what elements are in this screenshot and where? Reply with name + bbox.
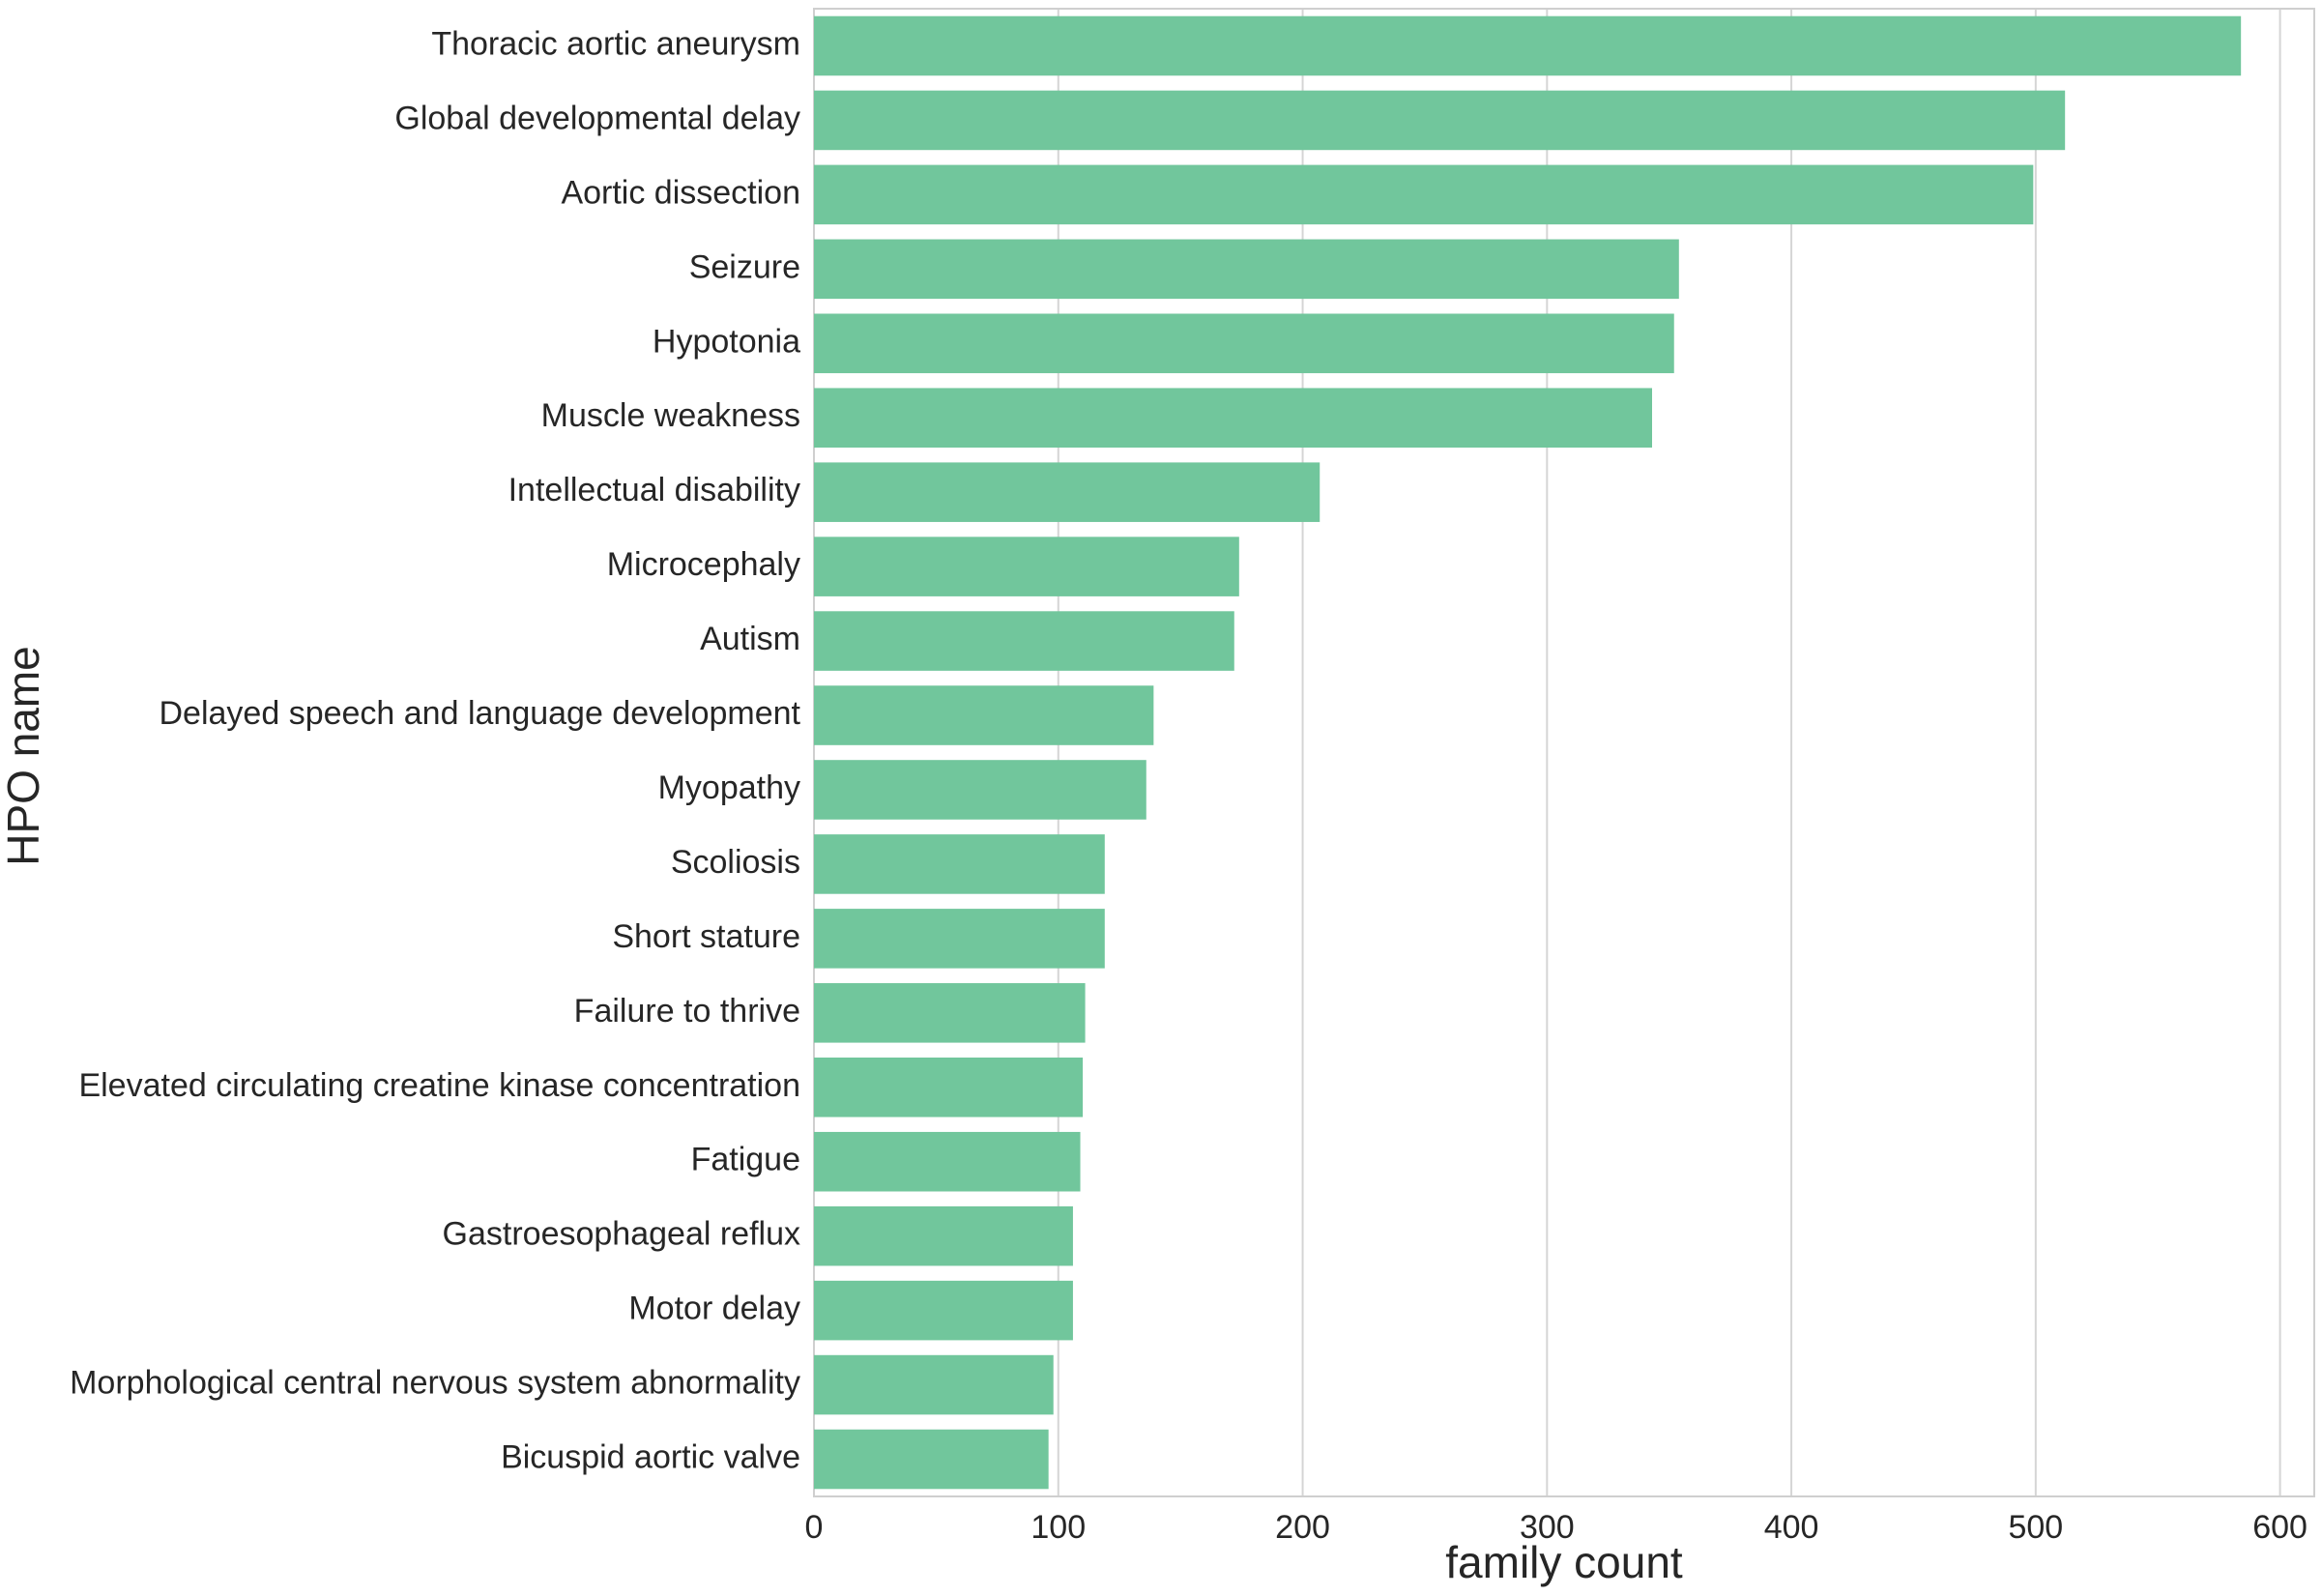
y-tick-label: Seizure [689,248,800,285]
bar [814,1131,1081,1192]
y-tick-label: Global developmental delay [394,100,800,136]
y-tick-label: Failure to thrive [574,993,800,1030]
y-tick-label: Short stature [612,918,800,955]
x-tick-label: 200 [1275,1509,1330,1546]
x-axis-label: family count [1445,1537,1683,1587]
bar [814,537,1239,596]
x-tick-label: 100 [1030,1509,1086,1546]
y-tick-label: Scoliosis [671,844,800,881]
y-tick-label: Autism [700,621,800,657]
y-tick-label: Intellectual disability [508,472,800,508]
y-tick-label: Thoracic aortic aneurysm [431,25,800,62]
y-axis-label: HPO name [0,646,48,866]
y-tick-label: Gastroesophageal reflux [443,1216,800,1253]
bar [814,239,1679,300]
bar [814,909,1105,969]
x-tick-label: 400 [1764,1509,1819,1546]
bar [814,760,1146,820]
bar [814,983,1086,1043]
bar [814,1429,1049,1490]
y-tick-label: Delayed speech and language development [160,695,801,732]
y-tick-label: Microcephaly [607,546,800,583]
bar [814,834,1105,894]
y-tick-label: Hypotonia [653,323,800,360]
bar [814,164,2034,225]
bar [814,15,2242,76]
bar [814,685,1154,745]
y-tick-label: Myopathy [658,769,800,806]
x-tick-label: 300 [1520,1509,1575,1546]
bar [814,611,1234,671]
bar [814,313,1674,374]
y-tick-label: Bicuspid aortic valve [501,1439,800,1476]
y-tick-label: Motor delay [628,1291,800,1327]
bar [814,90,2066,151]
y-tick-label: Muscle weakness [541,397,800,434]
y-tick-label: Morphological central nervous system abn… [70,1365,800,1402]
bar [814,1205,1073,1266]
y-tick-label: Elevated circulating creatine kinase con… [78,1067,800,1104]
bar [814,1280,1073,1341]
x-tick-label: 0 [805,1509,824,1546]
bar [814,388,1652,449]
bar [814,462,1321,522]
bar [814,1057,1084,1117]
x-tick-label: 600 [2252,1509,2307,1546]
y-tick-label: Aortic dissection [561,174,800,211]
bar [814,1354,1054,1415]
x-tick-label: 500 [2008,1509,2063,1546]
y-tick-label: Fatigue [691,1142,800,1178]
plot-frame [813,8,2315,1497]
